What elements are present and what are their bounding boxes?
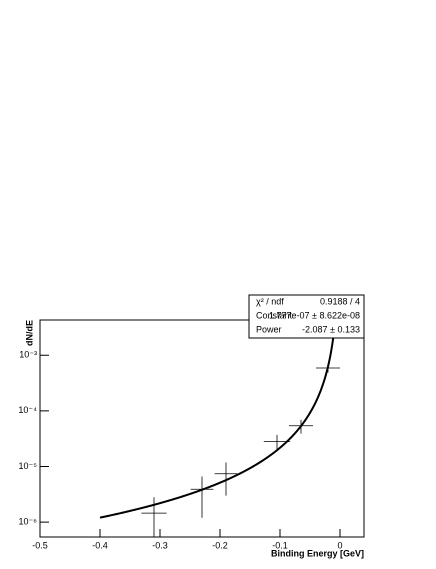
data-point xyxy=(141,497,167,537)
stats-name: Constant xyxy=(256,310,293,320)
y-tick-label: 10⁻⁵ xyxy=(19,461,38,471)
stats-name: Power xyxy=(256,324,282,334)
y-tick-label: 10⁻³ xyxy=(19,350,37,360)
x-tick-label: -0.5 xyxy=(32,540,48,550)
stats-value: 0.9188 / 4 xyxy=(320,296,360,306)
stats-value: 1.777e-07 ± 8.622e-08 xyxy=(269,310,360,320)
x-tick-label: -0.2 xyxy=(212,540,228,550)
data-point xyxy=(190,476,214,518)
x-axis-title: Binding Energy [GeV] xyxy=(271,548,364,558)
y-tick-label: 10⁻⁶ xyxy=(19,516,38,526)
stats-value: -2.087 ± 0.133 xyxy=(302,324,360,334)
y-tick-label: 10⁻⁴ xyxy=(18,405,37,415)
fit-curve xyxy=(99,320,337,519)
x-tick-label: -0.3 xyxy=(152,540,168,550)
stats-name: χ² / ndf xyxy=(256,296,284,306)
stats-frame xyxy=(248,294,365,339)
x-tick-label: 0 xyxy=(337,540,342,550)
x-tick-label: -0.4 xyxy=(92,540,108,550)
x-tick-label: -0.1 xyxy=(272,540,288,550)
y-axis-title: dN/dE xyxy=(24,320,34,346)
stats-box: χ² / ndf 0.9188 / 4 Constant 1.777e-07 ±… xyxy=(248,294,365,339)
plot-frame xyxy=(39,319,365,538)
